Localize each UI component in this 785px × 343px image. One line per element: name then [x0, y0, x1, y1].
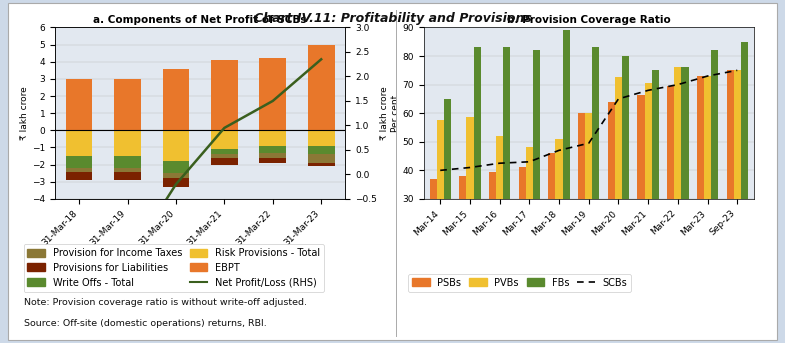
- Bar: [115, 79, 141, 130]
- Bar: [211, 158, 238, 165]
- Bar: [66, 156, 93, 168]
- Legend: Provision for Income Taxes, Provisions for Liabilities, Write Offs - Total, Risk: Provision for Income Taxes, Provisions f…: [24, 244, 324, 292]
- Bar: [162, 161, 189, 173]
- Bar: [429, 179, 436, 285]
- Bar: [644, 83, 652, 285]
- Bar: [459, 176, 466, 285]
- Bar: [622, 56, 629, 285]
- Y-axis label: ₹ lakh crore: ₹ lakh crore: [20, 86, 29, 140]
- Bar: [667, 86, 674, 285]
- Title: b. Provision Coverage Ratio: b. Provision Coverage Ratio: [507, 15, 670, 25]
- Bar: [674, 68, 681, 285]
- Bar: [308, 146, 334, 154]
- Bar: [489, 172, 496, 285]
- Bar: [615, 78, 622, 285]
- Bar: [637, 95, 644, 285]
- Bar: [563, 30, 570, 285]
- Bar: [496, 136, 503, 285]
- Bar: [260, 146, 286, 153]
- Bar: [549, 153, 556, 285]
- Bar: [578, 113, 585, 285]
- Bar: [115, 172, 141, 180]
- Bar: [608, 102, 615, 285]
- Legend: PSBs, PVBs, FBs, SCBs: PSBs, PVBs, FBs, SCBs: [408, 274, 631, 292]
- Bar: [211, 130, 238, 149]
- Bar: [162, 130, 189, 161]
- Bar: [436, 120, 444, 285]
- Bar: [308, 154, 334, 163]
- Bar: [260, 58, 286, 130]
- Bar: [115, 130, 141, 156]
- Bar: [211, 149, 238, 154]
- Bar: [66, 172, 93, 180]
- Text: Note: Provision coverage ratio is without write-off adjusted.: Note: Provision coverage ratio is withou…: [24, 298, 307, 307]
- Bar: [260, 158, 286, 163]
- Bar: [593, 47, 600, 285]
- Bar: [727, 70, 734, 285]
- Bar: [681, 68, 688, 285]
- Y-axis label: ₹ lakh crore: ₹ lakh crore: [380, 86, 389, 140]
- Bar: [652, 70, 659, 285]
- Bar: [697, 76, 704, 285]
- Bar: [741, 42, 748, 285]
- Bar: [585, 113, 593, 285]
- Bar: [115, 168, 141, 172]
- Bar: [473, 47, 480, 285]
- Bar: [211, 60, 238, 130]
- Bar: [711, 50, 718, 285]
- Bar: [704, 76, 711, 285]
- Bar: [734, 70, 741, 285]
- Bar: [162, 178, 189, 187]
- Text: Source: Off-site (domestic operations) returns, RBI.: Source: Off-site (domestic operations) r…: [24, 319, 266, 328]
- Bar: [162, 173, 189, 178]
- Bar: [308, 163, 334, 166]
- Bar: [162, 69, 189, 130]
- Bar: [533, 50, 540, 285]
- Bar: [260, 130, 286, 146]
- Title: a. Components of Net Profit of SCBs: a. Components of Net Profit of SCBs: [93, 15, 307, 25]
- Bar: [115, 156, 141, 168]
- Text: Chart IV.11: Profitability and Provisions: Chart IV.11: Profitability and Provision…: [254, 12, 531, 25]
- Bar: [519, 167, 526, 285]
- Bar: [444, 99, 451, 285]
- Bar: [260, 153, 286, 158]
- Bar: [66, 130, 93, 156]
- Bar: [466, 117, 473, 285]
- Bar: [211, 154, 238, 158]
- Bar: [503, 47, 510, 285]
- Bar: [308, 130, 334, 146]
- Bar: [66, 168, 93, 172]
- Bar: [526, 147, 533, 285]
- Bar: [556, 139, 563, 285]
- Bar: [66, 79, 93, 130]
- Bar: [308, 45, 334, 130]
- Y-axis label: Per cent: Per cent: [391, 95, 400, 132]
